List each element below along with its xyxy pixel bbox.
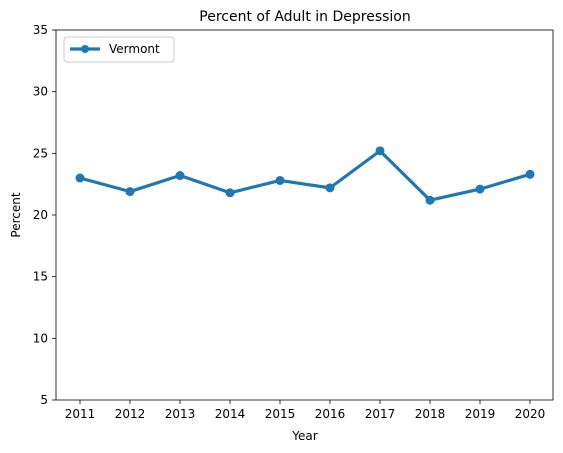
data-point xyxy=(275,175,285,185)
legend-box xyxy=(63,36,175,63)
data-point xyxy=(225,188,235,198)
x-axis-label: Year xyxy=(291,429,317,443)
y-tick-label: 35 xyxy=(33,23,48,37)
data-point xyxy=(475,184,485,194)
y-tick-label: 10 xyxy=(33,331,48,345)
y-tick-label: 30 xyxy=(33,85,48,99)
x-tick-label: 2019 xyxy=(465,407,496,421)
data-point xyxy=(375,146,385,156)
series-layer xyxy=(75,146,535,205)
x-tick-label: 2012 xyxy=(115,407,146,421)
data-point xyxy=(75,173,85,183)
y-tick-label: 5 xyxy=(40,393,48,407)
x-tick-label: 2018 xyxy=(415,407,446,421)
y-tick-label: 25 xyxy=(33,146,48,160)
x-tick-label: 2011 xyxy=(65,407,96,421)
y-axis-label: Percent xyxy=(9,192,23,237)
series-line-vermont xyxy=(78,149,532,202)
legend-label: Vermont xyxy=(109,42,160,56)
data-point xyxy=(525,169,535,179)
x-tick-label: 2016 xyxy=(315,407,346,421)
data-point xyxy=(175,171,185,181)
legend-marker xyxy=(81,45,89,53)
x-tick-label: 2014 xyxy=(215,407,246,421)
chart-title: Percent of Adult in Depression xyxy=(199,9,410,25)
data-point xyxy=(425,195,435,205)
x-tick-label: 2020 xyxy=(515,407,546,421)
x-tick-label: 2015 xyxy=(265,407,296,421)
data-point xyxy=(125,187,135,197)
x-tick-label: 2013 xyxy=(165,407,196,421)
legend: Vermont xyxy=(63,36,175,63)
y-tick-label: 15 xyxy=(33,270,48,284)
data-point xyxy=(325,183,335,193)
y-tick-label: 20 xyxy=(33,208,48,222)
plot-area xyxy=(55,29,554,401)
x-tick-label: 2017 xyxy=(365,407,396,421)
x-axis: 2011 2012 2013 2014 2015 2016 2017 2018 2019 2020 xyxy=(65,400,546,421)
y-axis: 5 10 15 20 25 30 35 xyxy=(33,23,56,407)
